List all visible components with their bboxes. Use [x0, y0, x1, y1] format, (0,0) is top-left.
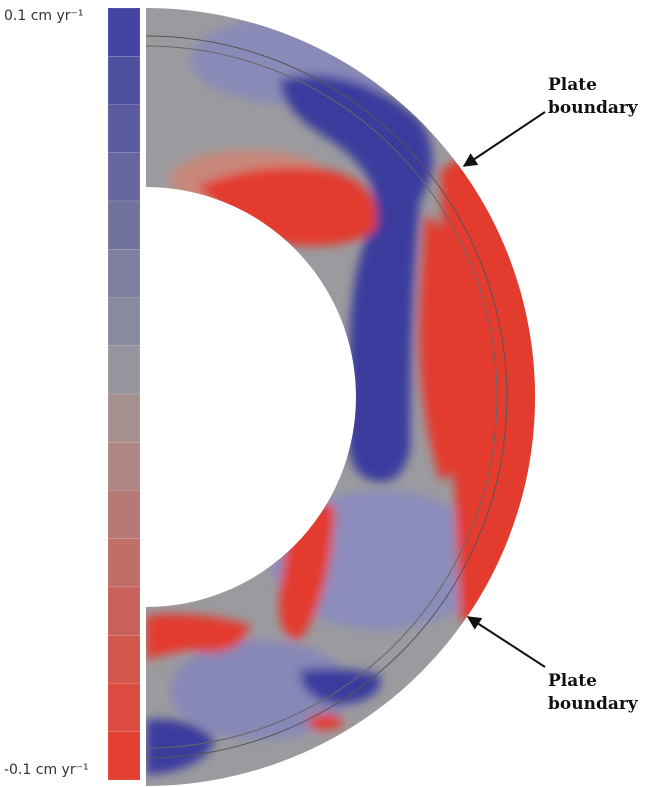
colorbar-step [108, 394, 140, 442]
colorbar-bottom-label: -0.1 cm yr⁻¹ [4, 762, 89, 778]
colorbar-step [108, 732, 140, 780]
colorbar-step [108, 8, 140, 56]
colorbar-step [108, 153, 140, 201]
colorbar-step [108, 442, 140, 490]
annotation: Plate boundary [548, 670, 648, 716]
colorbar-step [108, 346, 140, 394]
annotation: Plate boundary [548, 74, 648, 120]
velocity-field [140, 0, 560, 787]
arrow [464, 112, 545, 166]
colorbar-step [108, 635, 140, 683]
arrow [468, 617, 545, 667]
colorbar-step [108, 298, 140, 346]
colorbar-step [108, 491, 140, 539]
colorbar-step [108, 587, 140, 635]
colorbar-step [108, 539, 140, 587]
colorbar-step [108, 201, 140, 249]
colorbar [108, 8, 140, 780]
colorbar-step [108, 249, 140, 297]
colorbar-step [108, 684, 140, 732]
figure: 0.1 cm yr⁻¹ -0.1 cm yr⁻¹ Plate boundary … [0, 0, 650, 787]
colorbar-top-label: 0.1 cm yr⁻¹ [4, 8, 84, 24]
colorbar-step [108, 105, 140, 153]
colorbar-step [108, 56, 140, 104]
